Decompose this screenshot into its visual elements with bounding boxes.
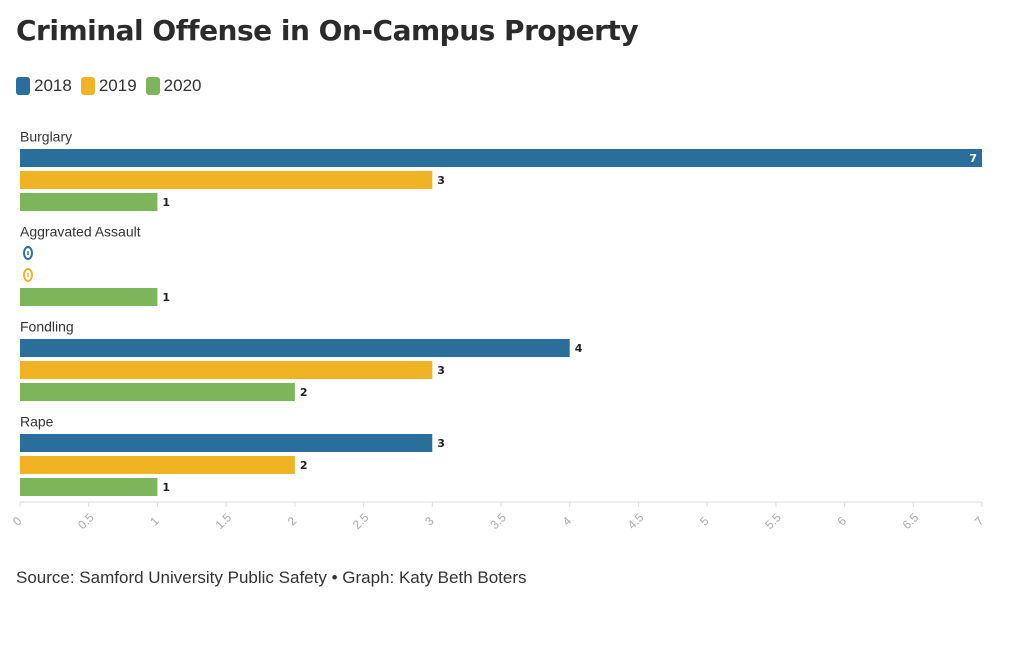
legend-swatch-2018 xyxy=(16,77,30,95)
data-label-fondling-2018: 4 xyxy=(575,342,583,355)
category-label-fondling: Fondling xyxy=(20,319,74,335)
source-credit: Source: Samford University Public Safety… xyxy=(16,568,527,587)
x-tick-label-4: 2 xyxy=(285,514,300,529)
x-tick-label-14: 7 xyxy=(972,514,987,529)
bar-aggravated-assault-2020 xyxy=(20,288,158,306)
bar-fondling-2018 xyxy=(20,339,570,357)
legend-label-2018: 2018 xyxy=(34,76,72,95)
x-tick-label-0: 0 xyxy=(10,514,25,529)
zero-marker-aggravated-assault-2018 xyxy=(23,246,33,260)
bar-rape-2018 xyxy=(20,434,433,452)
data-label-fondling-2020: 2 xyxy=(300,386,308,399)
x-tick-label-8: 4 xyxy=(560,514,575,529)
bar-burglary-2020 xyxy=(20,193,158,211)
zero-marker-aggravated-assault-2019 xyxy=(23,268,33,282)
bar-chart: Burglary 7 3 1 Aggravated Assault 1 Fondling 4 3… xyxy=(10,129,987,532)
x-tick-label-3: 1.5 xyxy=(212,510,234,532)
data-label-rape-2019: 2 xyxy=(300,459,308,472)
bar-rape-2020 xyxy=(20,478,158,496)
x-tick-label-7: 3.5 xyxy=(487,510,509,532)
data-label-fondling-2019: 3 xyxy=(437,364,445,377)
x-tick-label-12: 6 xyxy=(834,514,849,529)
legend: 2018 2019 2020 xyxy=(16,76,201,96)
bar-burglary-2018 xyxy=(20,149,982,167)
data-label-aggravated-assault-2020: 1 xyxy=(162,291,170,304)
x-tick-label-2: 1 xyxy=(147,514,162,529)
chart-title: Criminal Offense in On-Campus Property xyxy=(16,14,639,47)
x-tick-label-10: 5 xyxy=(697,514,712,529)
data-label-burglary-2020: 1 xyxy=(162,196,170,209)
data-label-burglary-2018: 7 xyxy=(969,152,977,165)
x-tick-label-5: 2.5 xyxy=(350,510,372,532)
legend-item-2019[interactable]: 2019 xyxy=(80,76,137,96)
data-label-rape-2020: 1 xyxy=(162,481,170,494)
x-tick-label-13: 6.5 xyxy=(900,510,922,532)
bar-burglary-2019 xyxy=(20,171,433,189)
legend-swatch-2020 xyxy=(145,77,160,95)
bar-fondling-2019 xyxy=(20,361,433,379)
bar-rape-2019 xyxy=(20,456,295,474)
legend-label-2020: 2020 xyxy=(163,76,202,95)
data-label-rape-2018: 3 xyxy=(437,437,445,450)
category-label-burglary: Burglary xyxy=(20,129,72,145)
x-tick-label-1: 0.5 xyxy=(75,510,97,532)
x-tick-label-9: 4.5 xyxy=(625,510,647,532)
legend-item-2018[interactable]: 2018 xyxy=(16,76,72,96)
x-tick-label-6: 3 xyxy=(422,514,437,529)
category-label-aggravated-assault: Aggravated Assault xyxy=(20,224,141,240)
x-tick-label-11: 5.5 xyxy=(762,510,784,532)
bar-fondling-2020 xyxy=(20,383,295,401)
legend-item-2020[interactable]: 2020 xyxy=(145,76,202,96)
category-label-rape: Rape xyxy=(20,414,54,430)
legend-swatch-2019 xyxy=(80,77,95,95)
data-label-burglary-2019: 3 xyxy=(437,174,445,187)
legend-label-2019: 2019 xyxy=(98,76,137,95)
